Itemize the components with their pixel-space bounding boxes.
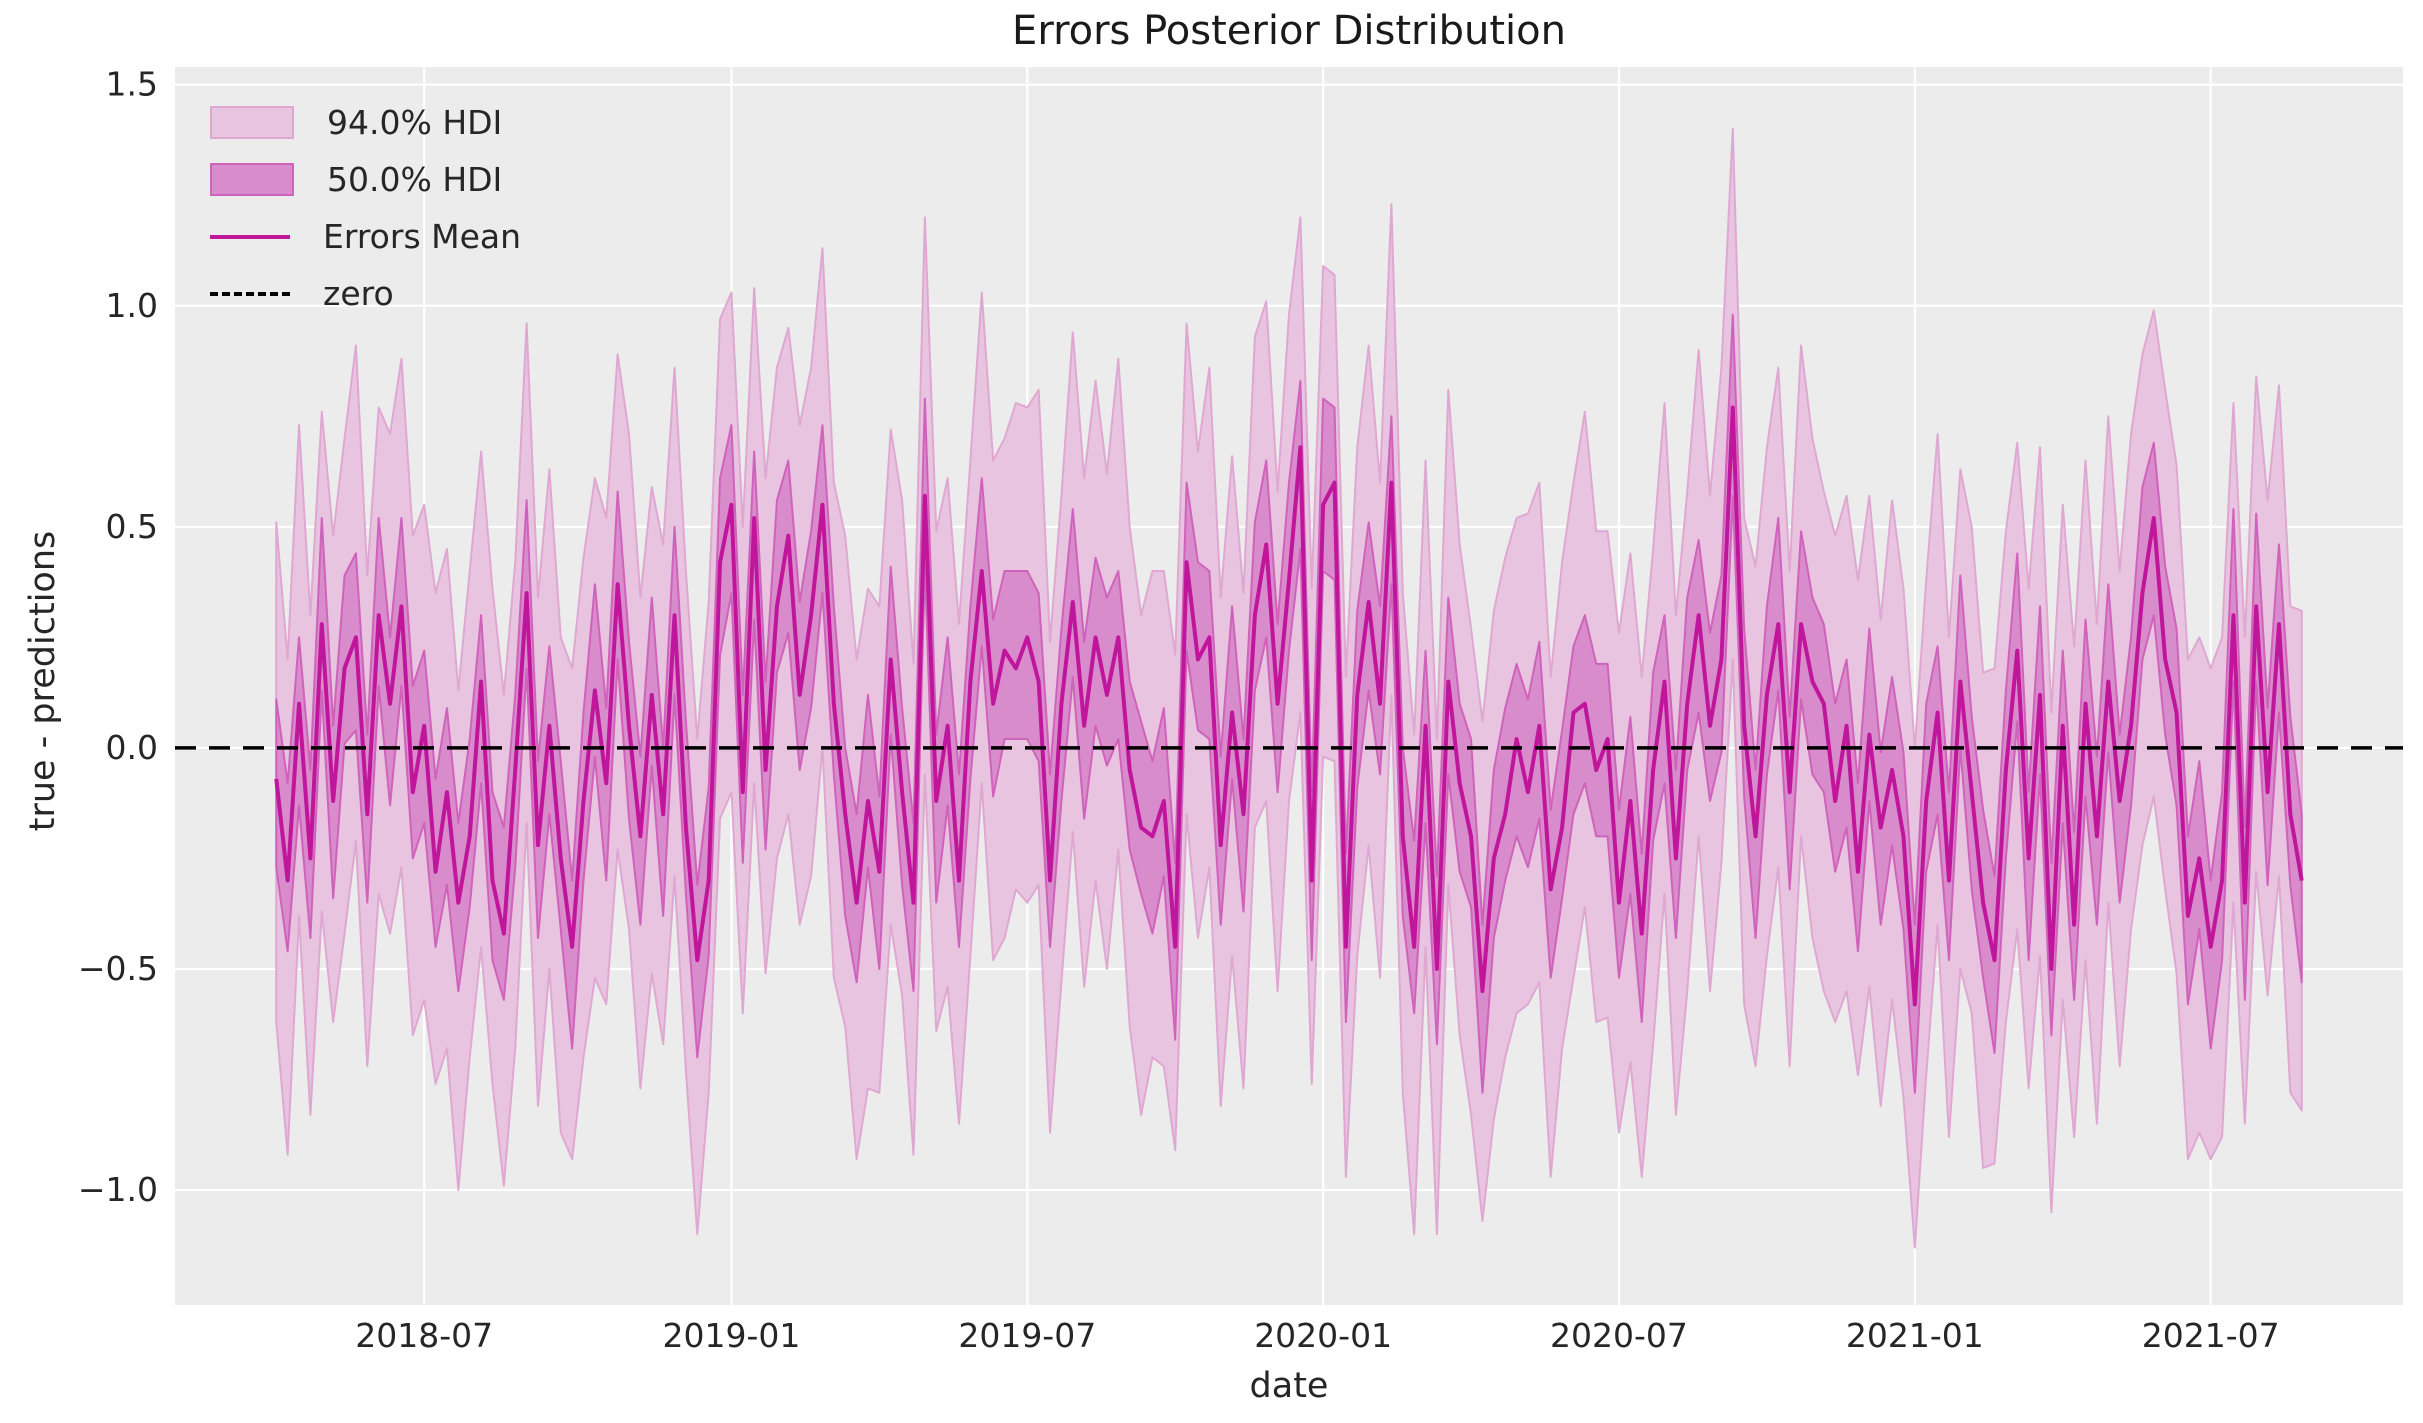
y-tick-label: 1.0 — [106, 286, 158, 325]
x-tick-label: 2019-01 — [662, 1316, 800, 1355]
y-tick-label: −1.0 — [78, 1170, 158, 1209]
zero-line-sample — [210, 291, 290, 296]
hdi-50-swatch — [210, 163, 294, 196]
y-tick-label: −0.5 — [78, 949, 158, 988]
x-axis-label: date — [1249, 1366, 1329, 1406]
chart-title: Errors Posterior Distribution — [1012, 8, 1566, 54]
hdi-50-band — [275, 313, 2303, 1094]
x-tick-label: 2021-07 — [2142, 1316, 2280, 1355]
x-tick-label: 2018-07 — [355, 1316, 493, 1355]
errors-mean-line — [274, 405, 2304, 1007]
legend-label-zero: zero — [323, 274, 394, 313]
legend-label-50-hdi: 50.0% HDI — [327, 160, 503, 199]
x-tick-label: 2021-01 — [1846, 1316, 1984, 1355]
y-tick-label: 0.5 — [106, 507, 158, 546]
legend-label-errors-mean: Errors Mean — [323, 217, 522, 256]
legend-label-94-hdi: 94.0% HDI — [327, 103, 503, 142]
legend-item-errors-mean: Errors Mean — [210, 208, 521, 265]
x-tick-label: 2019-07 — [958, 1316, 1096, 1355]
errors-mean-line-sample — [210, 234, 290, 239]
y-tick-label: 0.0 — [106, 728, 158, 767]
x-tick-label: 2020-07 — [1550, 1316, 1688, 1355]
legend-item-94-hdi: 94.0% HDI — [210, 94, 521, 151]
legend-item-50-hdi: 50.0% HDI — [210, 151, 521, 208]
legend: 94.0% HDI 50.0% HDI Errors Mean zero — [210, 94, 521, 322]
hdi-94-band — [275, 127, 2303, 1249]
x-tick-label: 2020-01 — [1254, 1316, 1392, 1355]
y-axis-label: true - predictions — [23, 530, 63, 832]
y-tick-label: 1.5 — [106, 65, 158, 104]
legend-item-zero: zero — [210, 265, 521, 322]
hdi-94-swatch — [210, 106, 294, 139]
